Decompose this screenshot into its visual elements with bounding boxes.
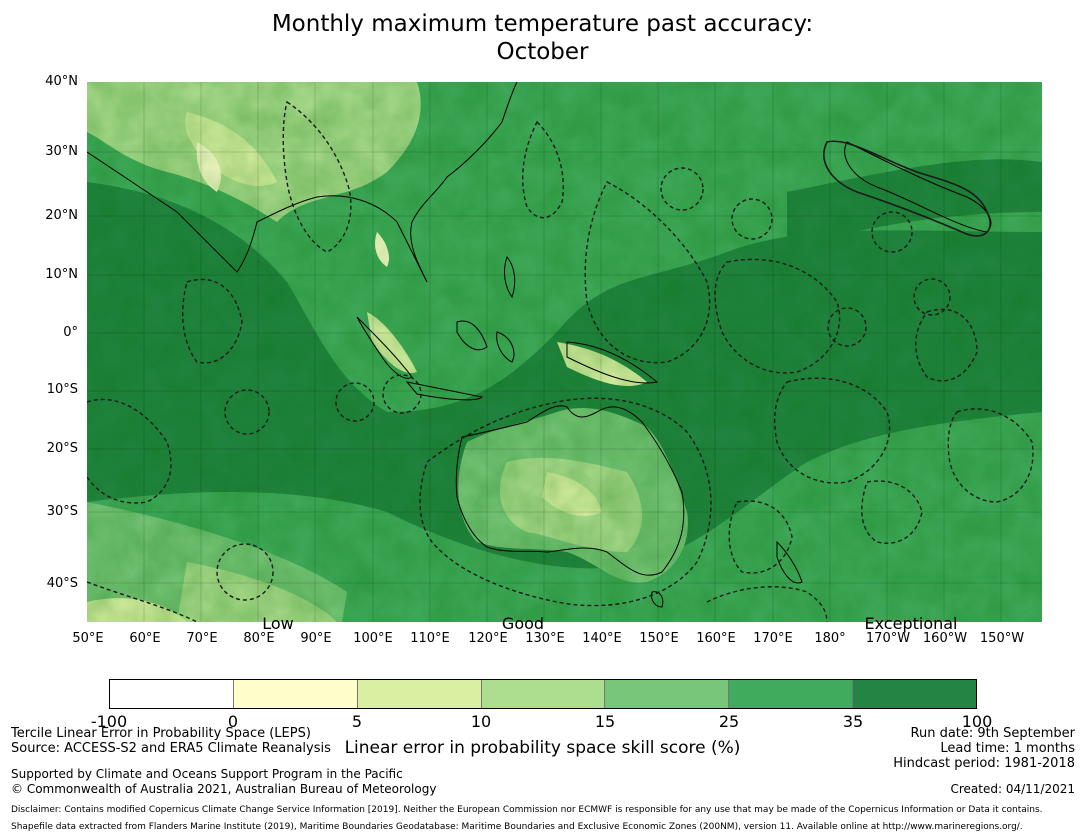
colorbar <box>109 679 977 709</box>
footer-hindcast: Hindcast period: 1981-2018 <box>893 756 1075 771</box>
hawaii-eez <box>823 140 991 237</box>
coastlines <box>87 82 992 608</box>
lat-label: 30°N <box>45 144 78 159</box>
lat-label: 20°S <box>46 441 78 456</box>
colorbar-tick: 35 <box>842 712 864 731</box>
lat-label: 40°S <box>46 576 78 591</box>
lat-label: 10°N <box>45 267 78 282</box>
footer-source: Source: ACCESS-S2 and ERA5 Climate Reana… <box>11 741 331 756</box>
lat-label: 40°N <box>45 74 78 89</box>
colorbar-tick: 15 <box>594 712 616 731</box>
category-label-low: Low <box>262 614 294 633</box>
lon-label: 150°E <box>639 631 679 646</box>
lon-label: 100°E <box>353 631 393 646</box>
footer-lead-time: Lead time: 1 months <box>940 741 1075 756</box>
lat-label: 20°N <box>45 208 78 223</box>
colorbar-segment <box>729 680 854 708</box>
colorbar-tick: 0 <box>227 712 239 731</box>
lat-label: 30°S <box>46 504 78 519</box>
lon-label: 50°E <box>72 631 104 646</box>
colorbar-segment <box>481 680 606 708</box>
colorbar-tick: 10 <box>470 712 492 731</box>
footer-run-date: Run date: 9th September <box>910 726 1075 741</box>
footer-created: Created: 04/11/2021 <box>950 782 1075 796</box>
lon-label: 170°E <box>753 631 793 646</box>
lon-label: 160°W <box>922 631 968 646</box>
footer-leps: Tercile Linear Error in Probability Spac… <box>11 726 311 741</box>
footer-disclaimer: Disclaimer: Contains modified Copernicus… <box>11 805 1043 815</box>
colorbar-tick: 5 <box>351 712 363 731</box>
lon-label: 120°E <box>468 631 508 646</box>
graticule <box>87 82 1042 622</box>
lon-label: 80°E <box>243 631 275 646</box>
lon-label: 60°E <box>129 631 161 646</box>
lon-label: 130°E <box>525 631 565 646</box>
category-label-good: Good <box>501 614 545 633</box>
colorbar-tick: -100 <box>90 712 128 731</box>
skill-texture <box>87 82 1042 622</box>
lon-label: 150°W <box>979 631 1025 646</box>
map-subtitle: October <box>496 39 589 65</box>
colorbar-segment <box>853 680 977 708</box>
lon-label: 70°E <box>186 631 218 646</box>
lon-label: 110°E <box>410 631 450 646</box>
lat-label: 0° <box>63 325 78 340</box>
lon-label: 160°E <box>696 631 736 646</box>
footer-copyright: © Commonwealth of Australia 2021, Austra… <box>11 782 437 796</box>
skill-map <box>87 82 1042 622</box>
lon-label: 140°E <box>582 631 622 646</box>
eez-boundaries <box>87 100 1034 622</box>
colorbar-tick: 25 <box>718 712 740 731</box>
colorbar-title: Linear error in probability space skill … <box>344 738 741 758</box>
colorbar-segment <box>110 680 234 708</box>
colorbar-segment <box>357 680 482 708</box>
lat-label: 10°S <box>46 382 78 397</box>
footer-shapefile: Shapefile data extracted from Flanders M… <box>11 822 1023 832</box>
colorbar-tick: 100 <box>961 712 993 731</box>
category-label-exceptional: Exceptional <box>864 614 958 633</box>
map-title: Monthly maximum temperature past accurac… <box>271 11 814 37</box>
lon-label: 170°W <box>865 631 911 646</box>
colorbar-segment <box>605 680 730 708</box>
colorbar-segment <box>233 680 358 708</box>
lon-label: 180° <box>814 631 846 646</box>
lon-label: 90°E <box>300 631 332 646</box>
footer-support: Supported by Climate and Oceans Support … <box>11 767 403 781</box>
